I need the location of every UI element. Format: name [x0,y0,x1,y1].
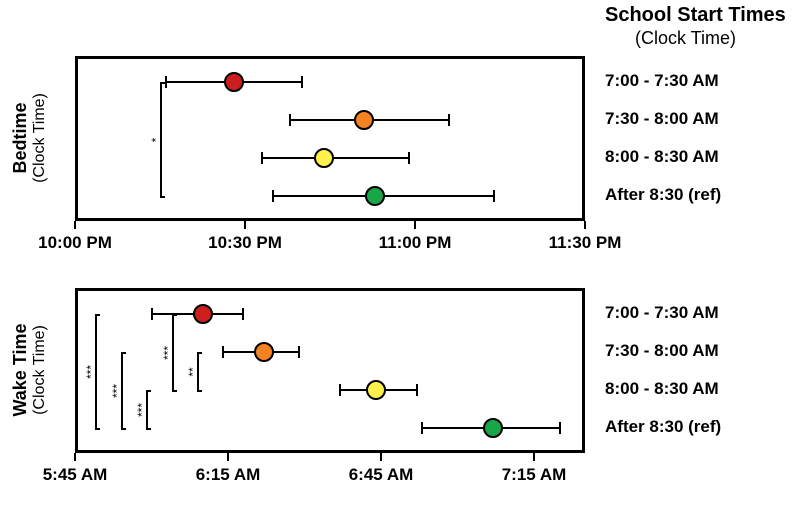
bedtime-xtick-0: 10:00 PM [38,233,112,253]
bedtime-xtick-1: 10:30 PM [208,233,282,253]
wake-point-3 [483,418,503,438]
bedtime-sig-0: * [149,126,163,154]
wake-xtick-3: 7:15 AM [502,465,567,485]
wake-sig-1: *** [110,377,124,405]
bedtime-row-label-0: 7:00 - 7:30 AM [605,71,719,91]
wake-row-label-2: 8:00 - 8:30 AM [605,379,719,399]
bedtime-row-label-3: After 8:30 (ref) [605,185,721,205]
wake-row-label-3: After 8:30 (ref) [605,417,721,437]
bedtime-ylabel: Bedtime(Clock Time) [10,78,50,198]
wake-xtick-1: 6:15 AM [196,465,261,485]
bedtime-xtick-3: 11:30 PM [549,233,622,253]
header-title: School Start Times [605,4,786,27]
wake-point-2 [366,380,386,400]
wake-row-label-0: 7:00 - 7:30 AM [605,303,719,323]
bedtime-point-0 [224,72,244,92]
bedtime-row-label-1: 7:30 - 8:00 AM [605,109,719,129]
wake-sig-2: *** [135,396,149,424]
bedtime-point-3 [365,186,385,206]
wake-sig-0: *** [84,358,98,386]
wake-point-0 [193,304,213,324]
bedtime-point-1 [354,110,374,130]
wake-xtick-2: 6:45 AM [349,465,414,485]
wake-ylabel: Wake Time(Clock Time) [10,310,50,430]
wake-sig-4: ** [186,358,200,386]
bedtime-row-label-2: 8:00 - 8:30 AM [605,147,719,167]
wake-row-label-1: 7:30 - 8:00 AM [605,341,719,361]
wake-sig-3: *** [161,339,175,367]
wake-xtick-0: 5:45 AM [43,465,108,485]
wake-point-1 [254,342,274,362]
header-subtitle: (Clock Time) [635,28,736,49]
bedtime-xtick-2: 11:00 PM [379,233,452,253]
bedtime-point-2 [314,148,334,168]
